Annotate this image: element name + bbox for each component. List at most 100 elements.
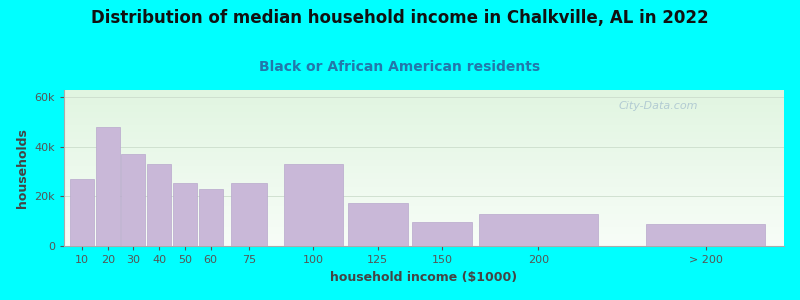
Bar: [64, 219, 784, 220]
Bar: [64, 109, 784, 110]
Bar: [64, 232, 784, 233]
Bar: [64, 170, 784, 171]
Bar: [64, 97, 784, 98]
Bar: [64, 212, 784, 213]
Bar: [64, 96, 784, 97]
Bar: [64, 117, 784, 118]
Bar: [70, 179, 94, 246]
Bar: [64, 183, 784, 184]
Bar: [64, 213, 784, 214]
Bar: [64, 189, 784, 190]
Bar: [64, 149, 784, 150]
Bar: [64, 194, 784, 195]
Bar: [64, 126, 784, 128]
Bar: [64, 188, 784, 189]
Bar: [64, 125, 784, 126]
Bar: [64, 119, 784, 120]
Bar: [64, 94, 784, 95]
Bar: [64, 206, 784, 208]
Bar: [64, 216, 784, 217]
Bar: [64, 179, 784, 181]
Bar: [64, 160, 784, 161]
Bar: [64, 132, 784, 133]
Bar: [64, 221, 784, 222]
Bar: [64, 103, 784, 105]
Bar: [64, 152, 784, 153]
Bar: [64, 169, 784, 170]
Bar: [64, 231, 784, 232]
Bar: [348, 203, 408, 246]
Bar: [64, 115, 784, 116]
Bar: [122, 154, 146, 246]
Bar: [64, 238, 784, 239]
Bar: [147, 164, 171, 246]
Bar: [64, 141, 784, 142]
Bar: [64, 191, 784, 192]
Bar: [64, 203, 784, 204]
Bar: [64, 158, 784, 159]
Bar: [64, 112, 784, 113]
Bar: [64, 227, 784, 228]
Bar: [64, 230, 784, 231]
Bar: [64, 145, 784, 146]
Bar: [64, 198, 784, 199]
Bar: [64, 220, 784, 221]
Bar: [64, 139, 784, 140]
Bar: [64, 155, 784, 157]
Text: Distribution of median household income in Chalkville, AL in 2022: Distribution of median household income …: [91, 9, 709, 27]
Bar: [64, 147, 784, 148]
Bar: [64, 159, 784, 160]
Bar: [173, 183, 197, 246]
Bar: [64, 100, 784, 101]
Bar: [64, 124, 784, 125]
Bar: [64, 173, 784, 174]
Bar: [64, 210, 784, 211]
Bar: [64, 136, 784, 137]
Bar: [64, 98, 784, 99]
Bar: [64, 237, 784, 238]
Bar: [64, 197, 784, 198]
Bar: [64, 134, 784, 135]
Bar: [64, 163, 784, 164]
Bar: [64, 164, 784, 165]
Bar: [64, 162, 784, 163]
Bar: [412, 223, 472, 246]
Bar: [64, 190, 784, 191]
Bar: [64, 243, 784, 244]
Bar: [64, 101, 784, 103]
Bar: [64, 146, 784, 147]
Bar: [64, 118, 784, 119]
Bar: [64, 235, 784, 236]
Bar: [96, 127, 120, 246]
Bar: [64, 218, 784, 219]
Text: Black or African American residents: Black or African American residents: [259, 60, 541, 74]
Bar: [64, 214, 784, 215]
Bar: [64, 217, 784, 218]
Bar: [64, 128, 784, 130]
Bar: [64, 133, 784, 134]
Bar: [64, 228, 784, 230]
Bar: [64, 157, 784, 158]
Bar: [646, 224, 766, 246]
Bar: [64, 181, 784, 182]
Bar: [64, 240, 784, 241]
Bar: [64, 161, 784, 162]
Y-axis label: households: households: [16, 128, 29, 208]
Bar: [64, 93, 784, 94]
Text: City-Data.com: City-Data.com: [618, 101, 698, 111]
Bar: [64, 144, 784, 145]
Bar: [64, 204, 784, 206]
Bar: [64, 91, 784, 92]
Bar: [64, 177, 784, 178]
Bar: [64, 201, 784, 202]
Bar: [64, 122, 784, 123]
Bar: [64, 110, 784, 111]
Bar: [64, 187, 784, 188]
Bar: [64, 199, 784, 200]
Bar: [64, 192, 784, 193]
Bar: [64, 241, 784, 242]
Bar: [64, 150, 784, 152]
Bar: [64, 208, 784, 210]
Bar: [64, 116, 784, 117]
Bar: [64, 239, 784, 240]
